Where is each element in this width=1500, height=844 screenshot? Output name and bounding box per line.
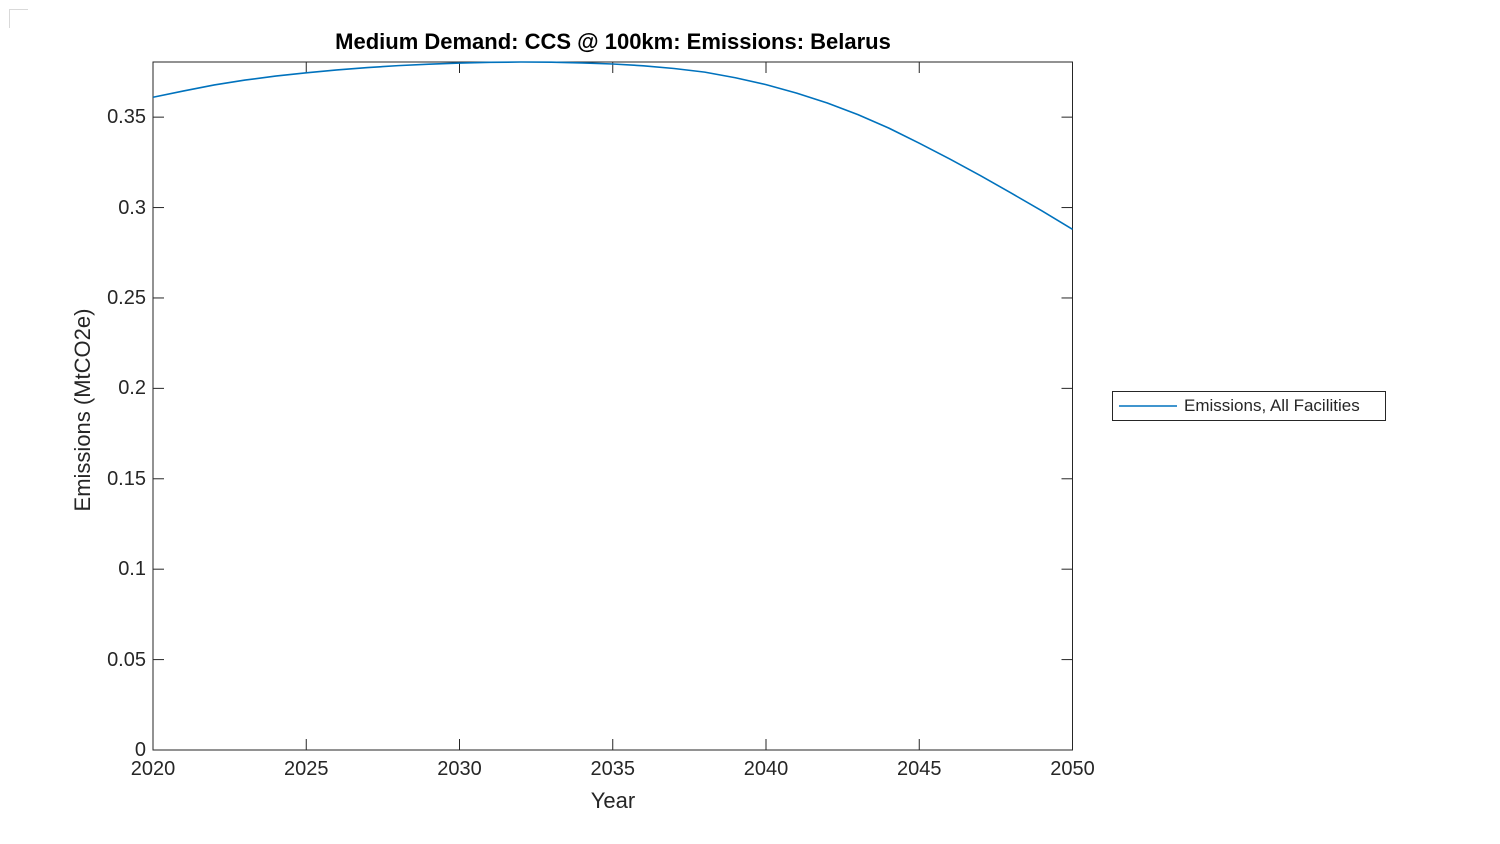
legend: Emissions, All Facilities	[1112, 391, 1386, 421]
y-tick-label: 0.2	[118, 377, 146, 400]
legend-label: Emissions, All Facilities	[1184, 396, 1360, 415]
x-tick-label: 2050	[1050, 758, 1095, 780]
window-corner-artifact	[9, 9, 28, 28]
legend-line-sample	[1119, 405, 1177, 407]
x-tick-label: 2025	[284, 758, 329, 780]
chart-title: Medium Demand: CCS @ 100km: Emissions: B…	[335, 29, 891, 54]
y-tick-label: 0.15	[107, 467, 146, 490]
x-tick-label: 2030	[437, 758, 482, 780]
y-tick-label: 0.1	[118, 558, 146, 581]
x-tick-label: 2045	[897, 758, 942, 780]
x-tick-label: 2020	[130, 758, 176, 780]
y-tick-label: 0.25	[107, 286, 146, 309]
x-tick-label: 2040	[743, 758, 789, 780]
y-tick-label: 0.05	[107, 648, 146, 671]
plot-box	[152, 61, 1073, 751]
y-tick-label: 0	[134, 739, 146, 761]
x-tick-label: 2035	[590, 758, 636, 780]
x-axis-label: Year	[590, 788, 636, 813]
y-axis-label: Emissions (MtCO2e)	[70, 308, 95, 512]
y-tick-label: 0.35	[107, 106, 146, 129]
series-line-emissions	[152, 61, 1073, 230]
y-tick-label: 0.3	[118, 196, 146, 219]
